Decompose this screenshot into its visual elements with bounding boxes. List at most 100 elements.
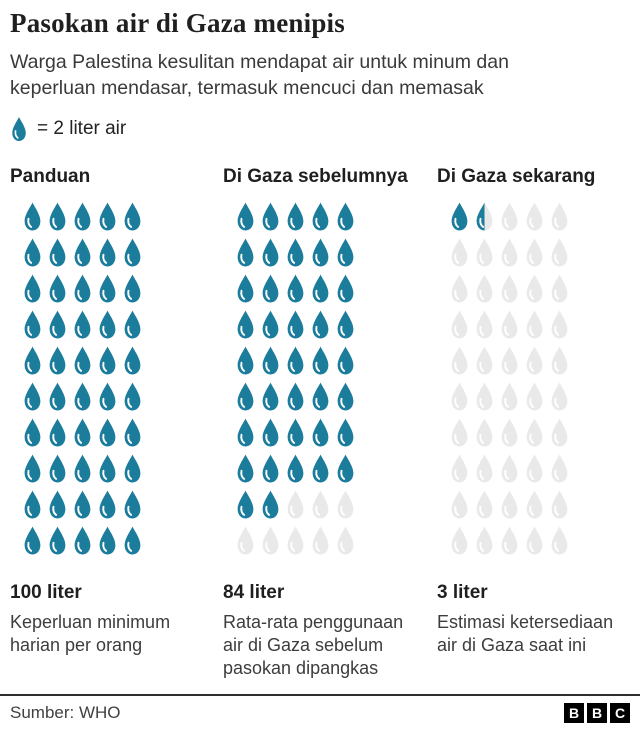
- water-drop-icon: [70, 345, 95, 376]
- water-drop-icon: [70, 525, 95, 556]
- water-drop-icon: [258, 381, 283, 412]
- bbc-logo-letter: B: [564, 703, 584, 723]
- water-drop-icon: [20, 417, 45, 448]
- water-drop-icon: [20, 381, 45, 412]
- water-drop-icon: [70, 237, 95, 268]
- water-drop-icon: [233, 201, 258, 232]
- water-drop-icon: [95, 381, 120, 412]
- water-drop-icon: [447, 489, 472, 520]
- water-drop-icon: [258, 525, 283, 556]
- water-drop-icon: [308, 273, 333, 304]
- water-drop-icon: [497, 417, 522, 448]
- water-drop-icon: [547, 309, 572, 340]
- water-drop-icon: [45, 381, 70, 412]
- water-drop-icon: [95, 273, 120, 304]
- value-description: Rata-rata penggunaan air di Gaza sebelum…: [223, 612, 404, 679]
- column-panduan: Panduan 100 liter Keperluan minimum hari…: [10, 166, 223, 680]
- water-drop-icon: [258, 237, 283, 268]
- water-drop-icon: [472, 309, 497, 340]
- water-drop-icon: [233, 453, 258, 484]
- water-drop-icon: [70, 453, 95, 484]
- water-drop-icon: [308, 453, 333, 484]
- water-drop-icon: [45, 417, 70, 448]
- water-drop-icon: [70, 381, 95, 412]
- water-drop-icon: [233, 525, 258, 556]
- water-drop-icon: [472, 381, 497, 412]
- water-drop-icon: [283, 237, 308, 268]
- water-drop-icon: [447, 453, 472, 484]
- water-drop-icon: [447, 237, 472, 268]
- water-drop-icon: [45, 345, 70, 376]
- water-drop-icon: [497, 489, 522, 520]
- water-drop-icon: [472, 489, 497, 520]
- water-drop-icon: [447, 525, 472, 556]
- pictogram-columns: Panduan 100 liter Keperluan minimum hari…: [10, 166, 630, 680]
- water-drop-icon: [547, 525, 572, 556]
- water-drop-icon: [547, 489, 572, 520]
- water-drop-icon: [233, 345, 258, 376]
- water-drop-icon: [258, 201, 283, 232]
- water-drop-icon: [472, 273, 497, 304]
- water-drop-icon: [283, 489, 308, 520]
- water-drop-icon: [20, 273, 45, 304]
- water-drop-icon: [120, 525, 145, 556]
- water-drop-icon: [522, 417, 547, 448]
- water-drop-icon: [547, 201, 572, 232]
- water-drop-icon: [333, 201, 358, 232]
- water-drop-icon: [472, 201, 497, 232]
- water-drop-icon: [497, 345, 522, 376]
- value-label: 3 liter: [437, 582, 488, 604]
- water-drop-icon: [308, 345, 333, 376]
- water-drop-icon: [120, 345, 145, 376]
- water-drop-icon: [120, 273, 145, 304]
- column-header: Di Gaza sebelumnya: [223, 166, 408, 188]
- water-drop-icon: [70, 489, 95, 520]
- droplet-grid-gaza-sekarang: [447, 201, 572, 556]
- water-drop-icon: [45, 309, 70, 340]
- water-drop-icon: [547, 237, 572, 268]
- water-drop-icon: [95, 489, 120, 520]
- water-drop-icon: [522, 381, 547, 412]
- water-drop-icon: [283, 309, 308, 340]
- water-drop-icon: [547, 417, 572, 448]
- half-water-drop-overlay: [472, 201, 485, 232]
- water-drop-icon: [233, 417, 258, 448]
- water-drop-icon: [95, 309, 120, 340]
- water-drop-icon: [283, 381, 308, 412]
- water-drop-icon: [283, 273, 308, 304]
- water-drop-icon: [120, 489, 145, 520]
- water-drop-icon: [447, 417, 472, 448]
- water-drop-icon: [95, 417, 120, 448]
- water-drop-icon: [333, 273, 358, 304]
- water-drop-icon: [333, 237, 358, 268]
- water-drop-icon: [333, 489, 358, 520]
- droplet-grid-gaza-sebelumnya: [233, 201, 358, 556]
- water-drop-icon: [497, 237, 522, 268]
- water-drop-icon: [308, 309, 333, 340]
- water-drop-icon: [258, 309, 283, 340]
- value-label: 84 liter: [223, 582, 285, 604]
- water-drop-icon: [472, 237, 497, 268]
- water-drop-icon: [70, 273, 95, 304]
- water-drop-icon: [497, 309, 522, 340]
- water-drop-icon: [522, 309, 547, 340]
- water-drop-icon: [497, 525, 522, 556]
- water-drop-icon: [70, 309, 95, 340]
- column-header: Panduan: [10, 166, 91, 188]
- water-drop-icon: [233, 273, 258, 304]
- water-drop-icon: [447, 201, 472, 232]
- water-drop-icon: [447, 345, 472, 376]
- water-drop-icon: [233, 309, 258, 340]
- water-drop-icon: [547, 381, 572, 412]
- water-drop-icon: [333, 453, 358, 484]
- water-drop-icon: [308, 201, 333, 232]
- water-drop-icon: [45, 525, 70, 556]
- droplet-grid-panduan: [20, 201, 145, 556]
- water-drop-icon: [70, 417, 95, 448]
- water-drop-icon: [95, 201, 120, 232]
- water-drop-icon: [522, 237, 547, 268]
- water-drop-icon: [308, 237, 333, 268]
- water-drop-icon: [45, 273, 70, 304]
- water-drop-icon: [447, 381, 472, 412]
